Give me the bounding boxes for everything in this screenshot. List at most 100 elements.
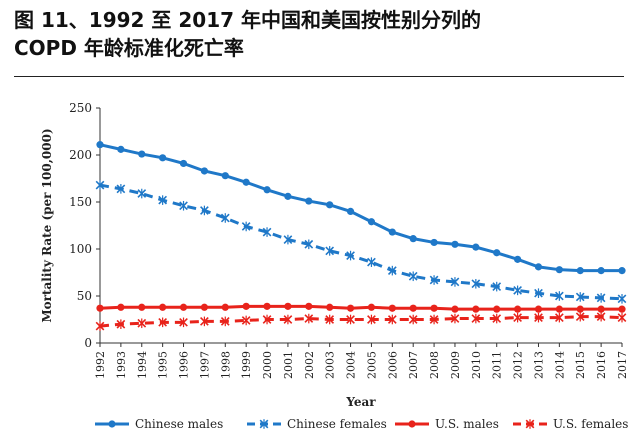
legend-item-u-s-females: U.S. females bbox=[513, 417, 628, 431]
data-point-u-s-males bbox=[117, 303, 125, 311]
data-point-chinese-females bbox=[387, 265, 397, 276]
legend-label: Chinese males bbox=[135, 417, 223, 431]
data-point-chinese-males bbox=[576, 267, 584, 275]
data-point-chinese-males bbox=[346, 207, 355, 215]
data-point-u-s-males bbox=[618, 305, 626, 313]
legend-swatch-marker bbox=[259, 419, 269, 429]
data-point-u-s-females bbox=[450, 313, 460, 324]
x-tick-label: 2012 bbox=[512, 351, 525, 379]
data-point-u-s-females bbox=[554, 312, 564, 323]
data-point-chinese-females bbox=[513, 285, 522, 296]
data-point-chinese-females bbox=[367, 257, 376, 267]
data-point-chinese-females bbox=[179, 200, 188, 211]
data-point-chinese-females bbox=[617, 294, 627, 304]
data-point-chinese-males bbox=[117, 145, 125, 153]
series-line-chinese-males bbox=[99, 143, 622, 273]
data-point-chinese-females bbox=[471, 278, 481, 289]
legend-swatch-marker bbox=[525, 419, 535, 429]
data-point-chinese-males bbox=[388, 228, 396, 236]
data-point-u-s-females bbox=[387, 314, 397, 325]
legend-label: Chinese females bbox=[287, 417, 387, 431]
data-point-chinese-males bbox=[430, 238, 438, 247]
data-point-u-s-males bbox=[284, 302, 292, 310]
data-point-u-s-females bbox=[283, 314, 293, 325]
data-point-u-s-females bbox=[596, 311, 606, 322]
data-point-chinese-females bbox=[429, 275, 439, 285]
data-point-chinese-females bbox=[200, 205, 209, 216]
data-point-chinese-males bbox=[242, 178, 250, 186]
data-point-chinese-males bbox=[597, 267, 605, 275]
x-tick-label: 2000 bbox=[261, 351, 274, 379]
data-point-u-s-females bbox=[262, 314, 272, 325]
series-u-s-males bbox=[96, 302, 626, 313]
x-tick-label: 1995 bbox=[157, 351, 170, 379]
y-tick-label: 250 bbox=[69, 101, 92, 115]
x-tick-label: 2008 bbox=[428, 351, 441, 379]
data-point-chinese-females bbox=[492, 281, 502, 292]
data-point-u-s-males bbox=[555, 305, 563, 313]
data-point-chinese-females bbox=[554, 291, 564, 301]
x-tick-label: 2002 bbox=[303, 351, 316, 379]
x-axis-title: Year bbox=[345, 395, 376, 409]
x-tick-label: 2006 bbox=[386, 351, 399, 379]
legend-label: U.S. females bbox=[553, 417, 628, 431]
data-point-u-s-males bbox=[326, 303, 334, 311]
data-point-chinese-males bbox=[326, 201, 334, 209]
data-point-chinese-males bbox=[493, 249, 501, 257]
data-point-u-s-females bbox=[220, 316, 230, 327]
data-point-u-s-males bbox=[597, 305, 605, 313]
data-point-u-s-males bbox=[221, 303, 229, 311]
data-point-u-s-females bbox=[408, 314, 418, 325]
data-point-chinese-females bbox=[408, 271, 418, 282]
data-point-u-s-females bbox=[617, 312, 627, 323]
data-point-u-s-males bbox=[514, 305, 522, 313]
data-point-chinese-females bbox=[220, 213, 230, 223]
data-point-u-s-males bbox=[409, 304, 417, 312]
y-tick-label: 200 bbox=[69, 148, 92, 162]
data-point-chinese-males bbox=[159, 154, 167, 162]
y-axis-title: Mortality Rate (per 100,000) bbox=[40, 128, 54, 322]
data-point-u-s-females bbox=[534, 312, 543, 323]
data-point-u-s-males bbox=[305, 302, 313, 310]
data-point-chinese-males bbox=[179, 159, 188, 168]
x-tick-label: 1998 bbox=[219, 351, 232, 379]
x-tick-label: 2013 bbox=[532, 351, 545, 379]
legend-item-chinese-females: Chinese females bbox=[247, 417, 387, 431]
data-point-u-s-males bbox=[159, 303, 167, 311]
title-rule bbox=[14, 76, 624, 77]
x-tick-label: 1993 bbox=[115, 351, 128, 379]
data-point-chinese-males bbox=[514, 255, 522, 263]
x-tick-label: 2011 bbox=[491, 351, 504, 379]
x-tick-label: 2004 bbox=[345, 351, 358, 379]
data-point-u-s-females bbox=[325, 314, 335, 325]
data-point-chinese-males bbox=[200, 167, 208, 175]
data-point-u-s-females bbox=[575, 311, 585, 322]
data-point-chinese-males bbox=[451, 240, 459, 248]
series-chinese-females bbox=[95, 180, 627, 304]
figure-title: 图 11、1992 至 2017 年中国和美国按性别分列的 COPD 年龄标准化… bbox=[14, 6, 624, 62]
data-point-chinese-females bbox=[95, 180, 105, 190]
x-tick-label: 2009 bbox=[449, 351, 462, 379]
data-point-u-s-males bbox=[388, 304, 396, 312]
series-line-chinese-females bbox=[99, 183, 623, 301]
data-point-u-s-females bbox=[158, 317, 168, 328]
data-point-chinese-males bbox=[96, 141, 104, 149]
legend: Chinese males Chinese females U.S. males U.… bbox=[95, 417, 628, 431]
data-point-u-s-males bbox=[242, 302, 250, 310]
y-tick-label: 150 bbox=[69, 195, 92, 209]
data-point-u-s-females bbox=[95, 321, 105, 331]
series-u-s-females bbox=[95, 311, 627, 331]
data-point-chinese-females bbox=[325, 246, 335, 256]
data-point-chinese-females bbox=[158, 195, 168, 205]
series-line-u-s-females bbox=[99, 315, 623, 328]
x-tick-label: 1997 bbox=[198, 351, 211, 379]
legend-label: U.S. males bbox=[435, 417, 499, 431]
figure-title-line1: 图 11、1992 至 2017 年中国和美国按性别分列的 bbox=[14, 8, 482, 32]
data-point-chinese-males bbox=[367, 218, 376, 226]
data-point-u-s-females bbox=[116, 319, 126, 329]
x-tick-label: 2016 bbox=[595, 351, 608, 379]
data-point-chinese-males bbox=[305, 197, 313, 205]
data-point-chinese-males bbox=[534, 263, 543, 271]
figure-title-line2: COPD 年龄标准化死亡率 bbox=[14, 36, 244, 60]
